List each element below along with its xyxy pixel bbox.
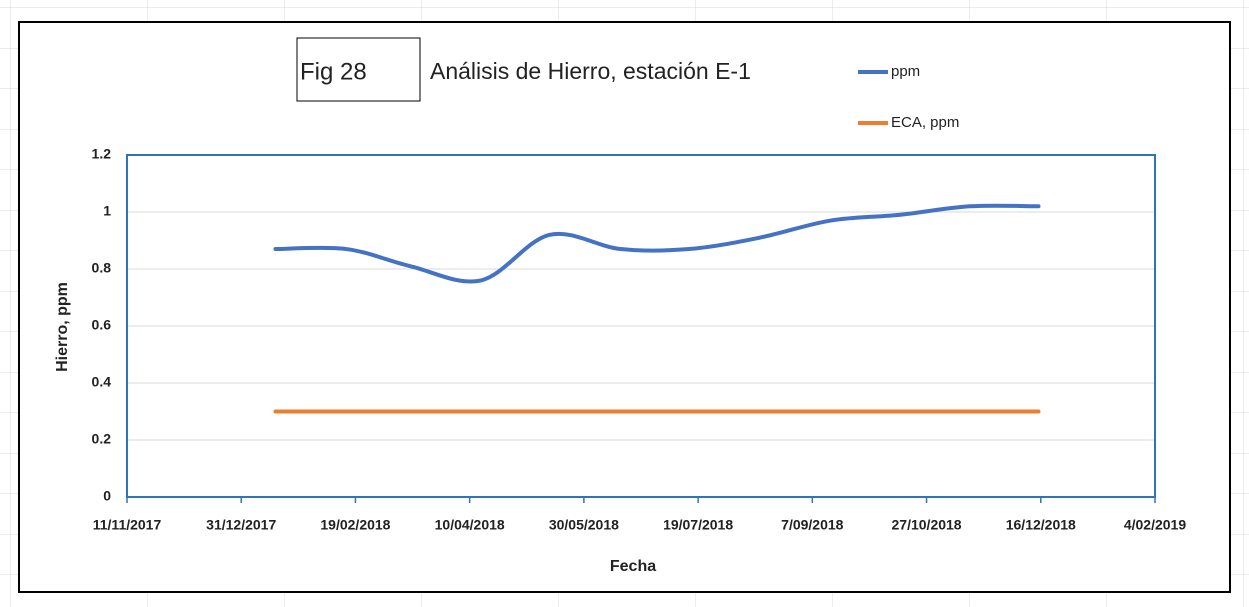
figure-box (296, 37, 421, 102)
figure-label: Fig 28 (300, 58, 367, 85)
x-tick-label: 31/12/2017 (206, 517, 276, 533)
x-tick-label: 11/11/2017 (93, 517, 162, 533)
y-tick-label: 0.6 (92, 317, 112, 333)
x-tick-label: 7/09/2018 (781, 517, 843, 533)
legend-label: ECA, ppm (891, 114, 959, 131)
y-tick-label: 0 (103, 488, 111, 504)
y-tick-label: 0.8 (92, 260, 112, 276)
x-tick-label: 10/04/2018 (435, 517, 505, 533)
y-axis-label: Hierro, ppm (54, 282, 71, 372)
x-tick-label: 19/02/2018 (320, 517, 390, 533)
chart-title: Análisis de Hierro, estación E-1 (430, 58, 751, 84)
x-tick-label: 19/07/2018 (663, 517, 733, 533)
x-tick-label: 4/02/2019 (1124, 517, 1186, 533)
y-tick-label: 1.2 (92, 146, 112, 162)
y-tick-label: 0.2 (92, 431, 112, 447)
y-tick-label: 0.4 (92, 374, 112, 390)
x-tick-label: 30/05/2018 (549, 517, 619, 533)
x-tick-label: 27/10/2018 (892, 517, 962, 533)
y-tick-label: 1 (103, 203, 111, 219)
series-line (273, 203, 1041, 284)
plot-border (126, 154, 1156, 498)
x-axis-label: Fecha (610, 558, 656, 575)
x-tick-label: 16/12/2018 (1006, 517, 1076, 533)
legend-label: ppm (891, 63, 920, 80)
chart-frame (18, 21, 1231, 593)
